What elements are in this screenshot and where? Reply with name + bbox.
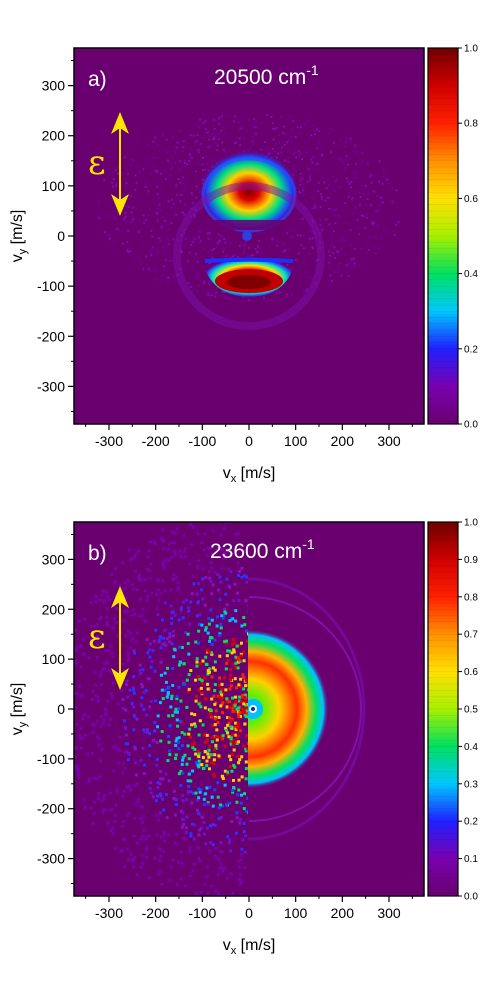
y-axis-label-sub: y xyxy=(17,721,29,727)
x-axis-label: vx [m/s] xyxy=(223,937,276,957)
colorbar-tick-label: 0.2 xyxy=(464,344,478,355)
panel-title: 20500 cm-1 xyxy=(214,62,319,89)
x-tick-label: -200 xyxy=(142,905,170,921)
colorbar-tick-label: 0.2 xyxy=(464,817,478,828)
y-tick-label: 200 xyxy=(42,601,66,617)
x-axis-label-unit: [m/s] xyxy=(236,937,275,954)
panel-label: a) xyxy=(88,68,107,91)
x-tick-label: -100 xyxy=(188,905,216,921)
panel-title-exponent: -1 xyxy=(306,62,319,78)
arrow-head-up xyxy=(111,112,129,134)
colorbar-tick-label: 0.4 xyxy=(464,269,478,280)
y-axis-label: vy [m/s] xyxy=(9,210,29,263)
x-tick-label: 0 xyxy=(245,433,253,449)
colorbar-tick-label: 0.0 xyxy=(464,892,478,903)
panel-title: 23600 cm-1 xyxy=(210,536,315,563)
y-tick-label: 0 xyxy=(57,701,65,717)
y-tick-label: -300 xyxy=(37,851,65,867)
x-axis-label: vx [m/s] xyxy=(223,465,276,485)
x-tick-label: 300 xyxy=(377,905,401,921)
y-tick-label: 300 xyxy=(42,551,66,567)
polarization-label: ε xyxy=(88,143,106,183)
y-tick-label: 200 xyxy=(42,128,66,144)
raw-image-half xyxy=(74,522,248,896)
colorbar-tick-label: 0.3 xyxy=(464,779,478,790)
x-tick-label: 0 xyxy=(245,905,253,921)
y-axis-label-sub: y xyxy=(17,248,29,254)
colorbar-tick-label: 0.0 xyxy=(464,420,478,431)
colorbar-tick-label: 0.8 xyxy=(464,592,478,603)
panel-title-value: 23600 cm xyxy=(210,540,302,563)
colorbar xyxy=(428,48,458,424)
panel-b: -300 -200 -100 0 100 200 300 300 200 100 0 -100 -200… xyxy=(9,518,478,958)
y-axis-label-main: v xyxy=(9,727,26,735)
y-axis-label-unit: [m/s] xyxy=(9,683,26,722)
y-tick-label: -200 xyxy=(37,801,65,817)
upper-lobe xyxy=(199,149,299,234)
colorbar xyxy=(428,522,458,896)
x-tick-label: 100 xyxy=(284,905,308,921)
y-tick-label: -100 xyxy=(37,278,65,294)
y-tick-label: 0 xyxy=(57,228,65,244)
arrow-head-up xyxy=(111,586,129,608)
colorbar-tick-label: 0.1 xyxy=(464,854,478,865)
velocity-map-image xyxy=(97,114,400,331)
y-tick-label: 300 xyxy=(42,78,66,94)
x-tick-label: 200 xyxy=(331,433,355,449)
inverted-image-half xyxy=(248,577,366,841)
panel-label: b) xyxy=(88,542,107,565)
center-spot xyxy=(242,231,252,241)
panel-a: -300 -200 -100 0 100 200 300 300 200 100 0 -100 -200… xyxy=(9,44,478,486)
x-tick-label: 200 xyxy=(331,905,355,921)
x-tick-label: 100 xyxy=(284,433,308,449)
colorbar-frame xyxy=(427,47,459,425)
colorbar-tick-label: 0.8 xyxy=(464,119,478,130)
colorbar-tick-label: 0.9 xyxy=(464,555,478,566)
colorbar-tick-label: 0.4 xyxy=(464,742,478,753)
colorbar-tick-label: 1.0 xyxy=(464,44,478,55)
y-tick-label: -200 xyxy=(37,328,65,344)
y-axis-label-main: v xyxy=(9,254,26,262)
colorbar-tick-label: 1.0 xyxy=(464,518,478,529)
x-tick-label: -300 xyxy=(95,905,123,921)
panel-title-exponent: -1 xyxy=(302,536,315,552)
x-tick-label: 300 xyxy=(377,433,401,449)
colorbar-tick-label: 0.6 xyxy=(464,194,478,205)
y-tick-label: 100 xyxy=(42,178,66,194)
arrow-head-down xyxy=(111,194,129,216)
colorbar-tick-label: 0.7 xyxy=(464,630,478,641)
colorbar-tick-label: 0.5 xyxy=(464,705,478,716)
ring-distribution xyxy=(248,629,329,789)
arrow-head-down xyxy=(111,668,129,690)
x-tick-label: -200 xyxy=(142,433,170,449)
x-axis-label-main: v xyxy=(223,465,231,482)
polarization-label: ε xyxy=(88,617,106,657)
x-axis-label-sub: x xyxy=(231,473,237,485)
y-axis-label-unit: [m/s] xyxy=(9,210,26,249)
x-tick-label: -300 xyxy=(95,433,123,449)
x-axis-label-sub: x xyxy=(231,945,237,957)
y-tick-label: -300 xyxy=(37,378,65,394)
velocity-map-image xyxy=(74,522,366,896)
y-tick-label: 100 xyxy=(42,651,66,667)
y-tick-label: -100 xyxy=(37,751,65,767)
x-axis-label-unit: [m/s] xyxy=(236,465,275,482)
panel-title-value: 20500 cm xyxy=(214,66,306,89)
x-tick-label: -100 xyxy=(188,433,216,449)
x-axis-label-main: v xyxy=(223,937,231,954)
y-axis-label: vy [m/s] xyxy=(9,683,29,736)
colorbar-tick-label: 0.6 xyxy=(464,667,478,678)
